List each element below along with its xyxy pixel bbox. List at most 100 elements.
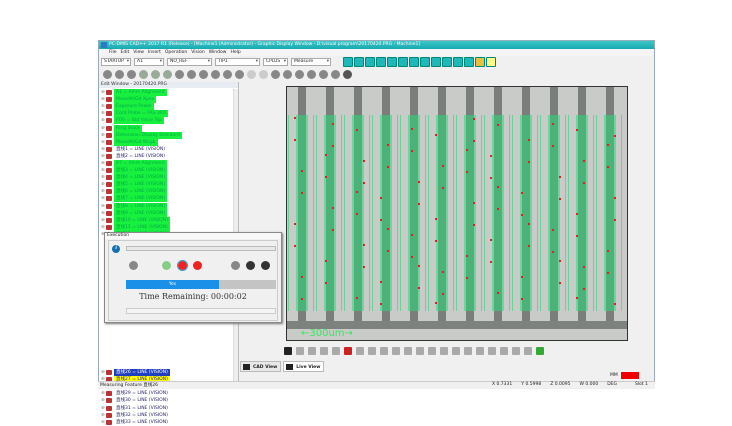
live-view-tool-icon[interactable]	[356, 347, 364, 355]
expand-icon[interactable]: ⊕	[101, 189, 105, 195]
live-view-tool-icon[interactable]	[416, 347, 424, 355]
live-view-tool-icon[interactable]	[512, 347, 520, 355]
view-button-icon[interactable]	[442, 57, 452, 67]
tree-item[interactable]: ⊕ Exposure Power	[101, 103, 229, 111]
toolbar-icon[interactable]	[127, 70, 136, 79]
toolbar-icon[interactable]	[307, 70, 316, 79]
live-view-tool-icon[interactable]	[320, 347, 328, 355]
tree-item[interactable]: ⊕ 直线26 = LINE (VISION)	[101, 369, 229, 377]
view-button-icon[interactable]	[409, 57, 419, 67]
toolbar-icon[interactable]	[175, 70, 184, 79]
toolbar-icon[interactable]	[319, 70, 328, 79]
live-view-tool-icon[interactable]	[476, 347, 484, 355]
live-view-tool-icon[interactable]	[404, 347, 412, 355]
expand-icon[interactable]: ⊕	[101, 175, 105, 181]
view-button-icon[interactable]	[453, 57, 463, 67]
view-button-icon[interactable]	[343, 57, 353, 67]
toolbar-icon[interactable]	[199, 70, 208, 79]
toolbar-icon[interactable]	[115, 70, 124, 79]
tree-item[interactable]: ⊕ Ring Stack	[101, 124, 229, 132]
expand-icon[interactable]: ⊕	[101, 104, 105, 110]
toolbar-icon[interactable]	[295, 70, 304, 79]
live-view-tool-icon[interactable]	[488, 347, 496, 355]
expand-icon[interactable]: ⊕	[101, 125, 105, 131]
live-view-tool-icon[interactable]	[500, 347, 508, 355]
live-view-tool-icon[interactable]	[296, 347, 304, 355]
toolbar-icon[interactable]	[283, 70, 292, 79]
view-button-icon[interactable]	[398, 57, 408, 67]
skip-button[interactable]	[129, 261, 138, 270]
view-button-icon[interactable]	[354, 57, 364, 67]
tree-item[interactable]: ⊕ 直线3 = LINE (VISION)	[101, 167, 229, 175]
combo-box[interactable]: Measure	[291, 58, 331, 66]
menu-view[interactable]: View	[133, 50, 144, 55]
expand-icon[interactable]: ⊕	[101, 210, 105, 216]
live-view-tool-icon[interactable]	[464, 347, 472, 355]
toolbar-icon[interactable]	[343, 70, 352, 79]
expand-icon[interactable]: ⊕	[101, 419, 105, 425]
expand-icon[interactable]: ⊕	[101, 196, 105, 202]
live-view-tool-icon[interactable]	[380, 347, 388, 355]
tree-item[interactable]: ⊕ MoveAll/Gd Xpos	[101, 96, 229, 104]
tree-item[interactable]: ⊕ 直线6 = LINE (VISION)	[101, 188, 229, 196]
toolbar-icon[interactable]	[139, 70, 148, 79]
expand-icon[interactable]: ⊕	[101, 90, 105, 96]
live-view-tool-icon[interactable]	[344, 347, 352, 355]
menu-file[interactable]: File	[109, 50, 117, 55]
execution-status-dropdown[interactable]	[126, 308, 276, 314]
live-view-tool-icon[interactable]	[284, 347, 292, 355]
tree-item[interactable]: ⊕ 直线2 = LINE (VISION)	[101, 153, 229, 160]
jump-button[interactable]	[231, 261, 240, 270]
expand-icon[interactable]: ⊕	[101, 97, 105, 103]
menu-insert[interactable]: Insert	[147, 50, 161, 55]
tree-item[interactable]: ⊕ 直线30 = LINE (VISION)	[101, 397, 229, 404]
expand-icon[interactable]: ⊕	[101, 111, 105, 117]
live-view-tool-icon[interactable]	[368, 347, 376, 355]
live-view-tool-icon[interactable]	[440, 347, 448, 355]
view-button-icon[interactable]	[387, 57, 397, 67]
toolbar-icon[interactable]	[271, 70, 280, 79]
step-back-button[interactable]	[261, 261, 270, 270]
live-view-tool-icon[interactable]	[428, 347, 436, 355]
expand-icon[interactable]: ⊕	[101, 118, 105, 124]
live-view-image[interactable]: ←300um→	[286, 86, 628, 341]
expand-icon[interactable]: ⊕	[101, 146, 105, 152]
tab-cad-view[interactable]: CAD View	[240, 361, 282, 372]
tree-item[interactable]: ⊕ MoveAll/Gd Wcgb	[101, 138, 229, 146]
combo-box[interactable]: A1	[134, 58, 164, 66]
toolbar-icon[interactable]	[163, 70, 172, 79]
combo-box[interactable]: STARTUP	[101, 58, 131, 66]
expand-icon[interactable]: ⊕	[101, 405, 105, 411]
expand-icon[interactable]: ⊕	[101, 139, 105, 145]
toolbar-icon[interactable]	[259, 70, 268, 79]
cancel-button[interactable]	[193, 261, 202, 270]
toolbar-icon[interactable]	[235, 70, 244, 79]
expand-icon[interactable]: ⊕	[101, 377, 105, 383]
expand-icon[interactable]: ⊕	[101, 412, 105, 418]
live-view-tool-icon[interactable]	[536, 347, 544, 355]
continue-button[interactable]	[162, 261, 171, 270]
tree-item[interactable]: ⊕ 直线7 = LINE (VISION)	[101, 195, 229, 203]
expand-icon[interactable]: ⊕	[101, 168, 105, 174]
tree-item[interactable]: ⊕ Cord Probe = FAS 3RD	[101, 110, 229, 118]
toolbar-icon[interactable]	[247, 70, 256, 79]
toolbar-icon[interactable]	[103, 70, 112, 79]
tab-live-view[interactable]: Live View	[283, 361, 325, 372]
combo-box[interactable]: NO_REF	[167, 58, 212, 66]
menu-edit[interactable]: Edit	[120, 50, 130, 55]
combo-box[interactable]: TIP1	[215, 58, 260, 66]
tree-item[interactable]: ⊕ 直线31 = LINE (VISION)	[101, 404, 229, 411]
view-button-icon[interactable]	[376, 57, 386, 67]
tree-item[interactable]: ⊕ 直线5 = LINE (VISION)	[101, 181, 229, 189]
expand-icon[interactable]: ⊕	[101, 217, 105, 223]
tree-item[interactable]: ⊕ A7 = Alnm Alignment	[101, 159, 229, 167]
live-view-tool-icon[interactable]	[308, 347, 316, 355]
tree-item[interactable]: ⊕ 直线8 = LINE (VISION)	[101, 202, 229, 210]
tree-item[interactable]: ⊕ A1 = Alnm Alignment	[101, 89, 229, 97]
view-button-icon[interactable]	[365, 57, 375, 67]
menu-operation[interactable]: Operation	[164, 50, 188, 55]
expand-icon[interactable]: ⊕	[101, 370, 105, 376]
expand-icon[interactable]: ⊕	[101, 231, 105, 237]
combo-box[interactable]: CPLUS	[263, 58, 288, 66]
expand-icon[interactable]: ⊕	[101, 224, 105, 230]
